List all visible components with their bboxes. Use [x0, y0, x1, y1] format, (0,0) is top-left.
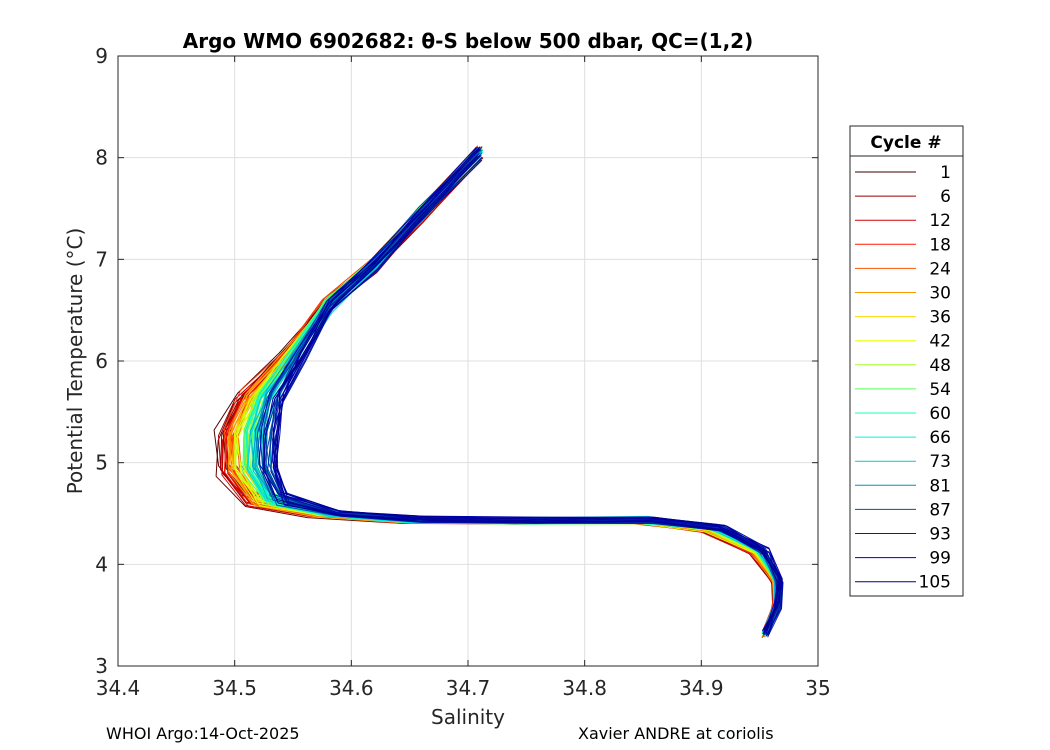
- legend-entry-label: 42: [929, 332, 951, 352]
- legend-entry-label: 36: [929, 308, 951, 328]
- legend-entry-label: 60: [929, 404, 951, 424]
- legend-entry-label: 73: [929, 452, 951, 472]
- series-group: [213, 145, 784, 638]
- legend-entry-label: 1: [940, 163, 951, 183]
- footer-author: Xavier ANDRE at coriolis: [578, 724, 774, 743]
- y-axis-label: Potential Temperature (°C): [63, 228, 87, 495]
- x-tick-label: 34.9: [679, 676, 724, 700]
- x-tick-label: 34.4: [96, 676, 141, 700]
- legend-entry-label: 30: [929, 284, 951, 304]
- y-axis-ticks: 3 4 5 6 7 8 9: [95, 44, 818, 678]
- cycle-profile-line: [274, 159, 783, 637]
- legend-entry-label: 93: [929, 525, 951, 545]
- x-axis-label: Salinity: [431, 705, 505, 729]
- legend-entry-label: 66: [929, 428, 951, 448]
- legend-entry-label: 81: [929, 476, 951, 496]
- legend-entry-label: 87: [929, 500, 951, 520]
- footer-date: WHOI Argo:14-Oct-2025: [106, 724, 300, 743]
- x-tick-label: 34.6: [329, 676, 374, 700]
- y-tick-label: 4: [95, 552, 108, 576]
- legend-entry-label: 18: [929, 235, 951, 255]
- x-tick-label: 34.8: [562, 676, 607, 700]
- cycle-profile-line: [272, 148, 780, 634]
- legend: Cycle # 1 6 12 18 24 30 36 42 48 54 60 66 73 81 87 93 99…: [849, 125, 964, 597]
- cycle-profile-line: [262, 154, 782, 635]
- legend-entry-label: 24: [929, 259, 951, 279]
- x-tick-label: 34.7: [446, 676, 491, 700]
- x-axis-ticks: 34.4 34.5 34.6 34.7 34.8 34.9 35: [96, 56, 831, 700]
- legend-entry-label: 99: [929, 549, 951, 569]
- y-tick-label: 3: [95, 654, 108, 678]
- x-tick-label: 34.5: [212, 676, 257, 700]
- legend-entry-label: 48: [929, 356, 951, 376]
- legend-entry-label: 12: [929, 211, 951, 231]
- legend-entry-label: 54: [929, 380, 951, 400]
- y-tick-label: 7: [95, 247, 108, 271]
- x-tick-label: 35: [805, 676, 830, 700]
- legend-entry-label: 6: [940, 187, 951, 207]
- y-tick-label: 6: [95, 349, 108, 373]
- chart-title: Argo WMO 6902682: θ-S below 500 dbar, QC…: [183, 29, 753, 53]
- cycle-profile-line: [275, 146, 781, 631]
- y-tick-label: 8: [95, 146, 108, 170]
- legend-entry-label: 105: [919, 573, 951, 593]
- legend-box: [849, 125, 964, 597]
- y-tick-label: 9: [95, 44, 108, 68]
- y-tick-label: 5: [95, 451, 108, 475]
- legend-title: Cycle #: [870, 133, 941, 153]
